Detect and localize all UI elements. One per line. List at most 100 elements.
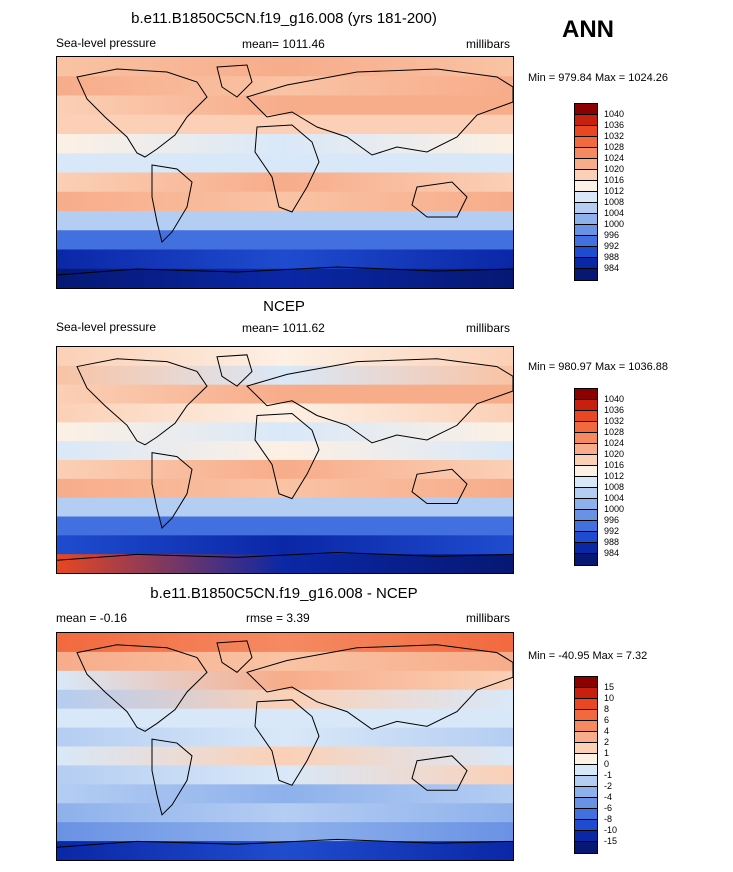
pressure-band xyxy=(57,727,513,748)
pressure-band xyxy=(57,230,513,251)
panel-2-variable-label: Sea-level pressure xyxy=(56,320,157,334)
colorbar-tick-label: 1 xyxy=(604,748,610,758)
colorbar-tick-label: 984 xyxy=(604,548,620,558)
colorbar-swatch xyxy=(575,699,597,710)
panel-1-colorbar xyxy=(574,103,598,281)
coastline xyxy=(57,267,513,275)
coastline xyxy=(77,359,207,445)
colorbar-tick-label: 988 xyxy=(604,252,620,262)
pressure-band xyxy=(57,57,513,78)
panel-1-title: b.e11.B1850C5CN.f19_g16.008 (yrs 181-200… xyxy=(131,10,437,27)
colorbar-tick-label: 2 xyxy=(604,737,610,747)
colorbar-swatch xyxy=(575,181,597,192)
coastline xyxy=(255,700,319,785)
colorbar-swatch xyxy=(575,776,597,787)
pressure-band xyxy=(57,211,513,232)
panel-3-rmse-label: rmse = 3.39 xyxy=(246,611,310,625)
colorbar-tick-label: 1036 xyxy=(604,405,625,415)
colorbar-swatch xyxy=(575,170,597,181)
colorbar-swatch xyxy=(575,137,597,148)
coastline xyxy=(412,469,467,503)
colorbar-tick-label: 1032 xyxy=(604,131,625,141)
pressure-band xyxy=(57,76,513,97)
colorbar-tick-label: 8 xyxy=(604,704,610,714)
colorbar-tick-label: 0 xyxy=(604,759,610,769)
pressure-band xyxy=(57,803,513,824)
colorbar-tick-label: 1004 xyxy=(604,493,625,503)
colorbar-tick-label: 1020 xyxy=(604,164,625,174)
colorbar-swatch xyxy=(575,148,597,159)
colorbar-swatch xyxy=(575,499,597,510)
pressure-band xyxy=(57,441,513,461)
colorbar-swatch xyxy=(575,159,597,170)
coastline xyxy=(77,645,207,731)
season-label: ANN xyxy=(562,16,614,43)
coastline xyxy=(152,165,192,242)
colorbar-tick-label: 1028 xyxy=(604,427,625,437)
coastline xyxy=(412,756,467,790)
panel-3-title: b.e11.B1850C5CN.f19_g16.008 - NCEP xyxy=(150,585,418,602)
panel-3-map xyxy=(56,632,514,861)
pressure-band xyxy=(57,134,513,155)
pressure-band xyxy=(57,347,513,367)
coastline xyxy=(77,69,207,157)
colorbar-swatch xyxy=(575,236,597,247)
colorbar-swatch xyxy=(575,732,597,743)
pressure-band xyxy=(57,651,513,672)
colorbar-tick-label: 1004 xyxy=(604,208,625,218)
colorbar-swatch xyxy=(575,104,597,115)
coastline xyxy=(217,355,252,386)
colorbar-tick-label: -6 xyxy=(604,803,613,813)
colorbar-swatch xyxy=(575,488,597,499)
colorbar-swatch xyxy=(575,543,597,554)
colorbar-swatch xyxy=(575,466,597,477)
colorbar-tick-label: 4 xyxy=(604,726,610,736)
pressure-band xyxy=(57,516,513,537)
colorbar-tick-label: 996 xyxy=(604,230,620,240)
colorbar-swatch xyxy=(575,798,597,809)
colorbar-swatch xyxy=(575,192,597,203)
colorbar-tick-label: 1000 xyxy=(604,504,625,514)
colorbar-swatch xyxy=(575,754,597,765)
colorbar-tick-label: -1 xyxy=(604,770,613,780)
pressure-band xyxy=(57,535,513,556)
colorbar-tick-label: 1008 xyxy=(604,197,625,207)
colorbar-swatch xyxy=(575,126,597,137)
panel-3-units-label: millibars xyxy=(466,611,511,625)
colorbar-swatch xyxy=(575,389,597,400)
pressure-band xyxy=(57,384,513,405)
colorbar-swatch xyxy=(575,765,597,776)
colorbar-swatch xyxy=(575,831,597,842)
coastline xyxy=(247,69,513,155)
colorbar-swatch xyxy=(575,710,597,721)
colorbar-tick-label: 15 xyxy=(604,682,615,692)
pressure-band xyxy=(57,422,513,443)
pressure-band xyxy=(57,365,513,386)
panel-2-mean-label: mean= 1011.62 xyxy=(242,321,325,335)
colorbar-swatch xyxy=(575,477,597,488)
colorbar-tick-label: 1000 xyxy=(604,219,625,229)
colorbar-swatch xyxy=(575,258,597,269)
colorbar-swatch xyxy=(575,532,597,543)
pressure-band xyxy=(57,403,513,424)
colorbar-swatch xyxy=(575,203,597,214)
pressure-band xyxy=(57,153,513,174)
colorbar-swatch xyxy=(575,400,597,411)
pressure-band xyxy=(57,746,513,767)
coastline xyxy=(412,182,467,217)
colorbar-tick-label: -8 xyxy=(604,814,613,824)
colorbar-swatch xyxy=(575,677,597,688)
panel-1-variable-label: Sea-level pressure xyxy=(56,36,157,50)
pressure-band xyxy=(57,670,513,691)
colorbar-tick-label: 1012 xyxy=(604,186,625,196)
colorbar-tick-label: 1036 xyxy=(604,120,625,130)
pressure-band xyxy=(57,633,513,653)
colorbar-tick-label: 10 xyxy=(604,693,615,703)
colorbar-swatch xyxy=(575,521,597,532)
colorbar-tick-label: 1012 xyxy=(604,471,625,481)
colorbar-tick-label: 1016 xyxy=(604,460,625,470)
colorbar-tick-label: 1024 xyxy=(604,438,625,448)
panel-2-map xyxy=(56,346,514,574)
coastline xyxy=(57,552,513,560)
coastline xyxy=(247,645,513,730)
